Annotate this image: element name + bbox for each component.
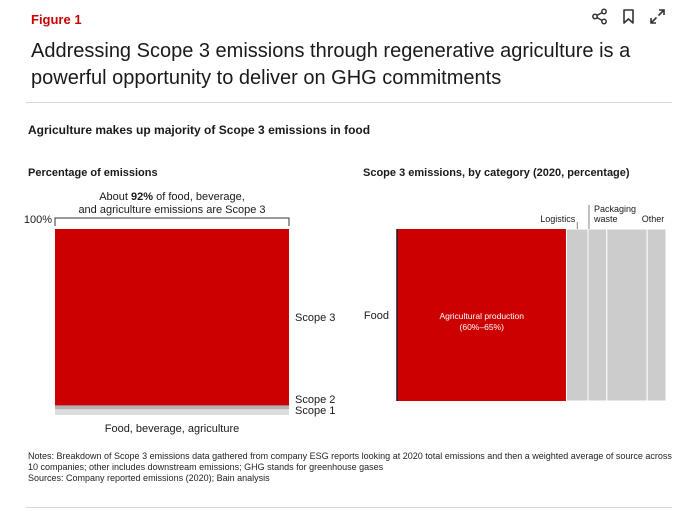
series-label-scope-2: Scope 2 <box>295 394 335 406</box>
hbar-segment-packaging-waste <box>587 228 608 402</box>
left-panel-title: Percentage of emissions <box>28 167 158 179</box>
divider-bottom <box>26 507 672 508</box>
category-label-logistics: Logistics <box>540 214 576 224</box>
bar-segment-scope-1 <box>55 409 289 415</box>
notes-text: Notes: Breakdown of Scope 3 emissions da… <box>28 451 672 472</box>
bar-segment-scope-2 <box>55 405 289 410</box>
top-value-label: 100% <box>24 214 52 226</box>
right-panel-title: Scope 3 emissions, by category (2020, pe… <box>363 167 630 179</box>
toolbar <box>591 8 666 25</box>
annotation-bracket <box>54 217 290 226</box>
right-category-label: Food <box>364 310 389 322</box>
category-label: Food, beverage, agriculture <box>105 423 240 435</box>
chart-subtitle: Agriculture makes up majority of Scope 3… <box>28 123 371 137</box>
bar-segment-scope-3 <box>55 229 289 406</box>
series-label-scope-3: Scope 3 <box>295 312 335 324</box>
data-label-agricultural-production: Agricultural production <box>439 311 524 321</box>
annotation-line-1: About 92% of food, beverage, <box>99 191 245 203</box>
headline: Addressing Scope 3 emissions through reg… <box>31 40 631 89</box>
figure-label: Figure 1 <box>31 12 82 27</box>
category-label-packaging: Packaging <box>594 204 636 214</box>
expand-icon[interactable] <box>649 8 666 25</box>
category-label-other: Other <box>642 214 665 224</box>
annotation-line-2: and agriculture emissions are Scope 3 <box>78 204 265 216</box>
divider-top <box>26 102 672 103</box>
share-icon[interactable] <box>591 8 608 25</box>
bookmark-icon[interactable] <box>620 8 637 25</box>
hbar-segment-remainder <box>646 228 667 402</box>
data-label-agricultural-range: (60%–65%) <box>460 322 505 332</box>
hbar-segment-agricultural-production <box>397 229 567 401</box>
hbar-segment-other <box>606 228 648 402</box>
category-label-waste: waste <box>593 214 618 224</box>
notes: Notes: Breakdown of Scope 3 emissions da… <box>28 451 678 484</box>
series-label-scope-1: Scope 1 <box>295 405 335 417</box>
hbar-segment-logistics <box>565 228 589 402</box>
sources-text: Sources: Company reported emissions (202… <box>28 473 270 483</box>
